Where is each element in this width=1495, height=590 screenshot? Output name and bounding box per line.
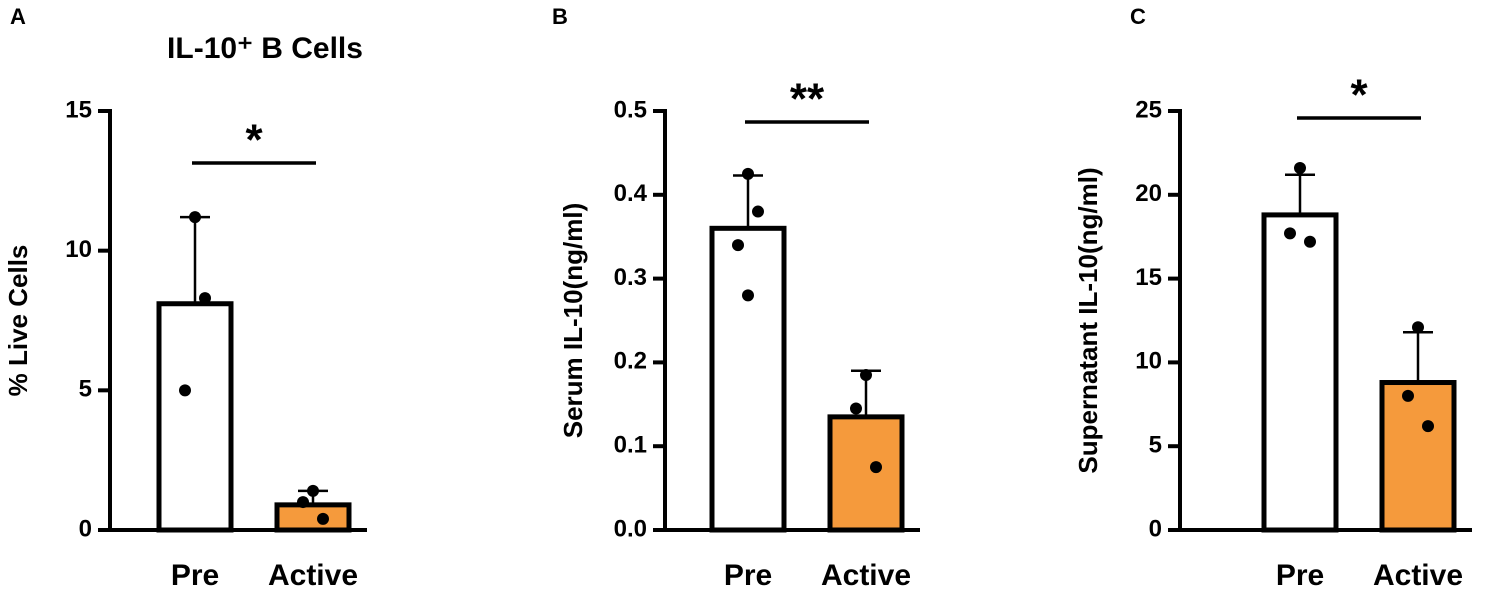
panel-label: A: [10, 4, 26, 29]
data-point: [860, 368, 872, 381]
y-tick-label: 0.1: [614, 432, 647, 459]
bar: [1379, 380, 1457, 533]
data-point: [297, 496, 309, 509]
significance-label: *: [1350, 71, 1368, 120]
y-tick-label: 10: [65, 236, 92, 263]
data-point: [742, 167, 754, 180]
data-point: [1304, 235, 1316, 248]
x-tick-label: Pre: [171, 559, 219, 590]
y-axis-label: % Live Cells: [3, 245, 33, 397]
y-tick-label: 5: [79, 376, 92, 403]
y-tick-label: 0.2: [614, 348, 647, 375]
y-axis-label: Serum IL-10(ng/ml): [558, 203, 588, 438]
x-tick-label: Active: [268, 559, 358, 590]
panel-label: C: [1130, 4, 1146, 29]
data-point: [752, 205, 764, 218]
bar: [274, 502, 352, 533]
data-point: [732, 239, 744, 252]
data-point: [742, 289, 754, 302]
data-point: [1284, 227, 1296, 240]
data-point: [307, 484, 319, 497]
x-tick-label: Pre: [1276, 559, 1324, 590]
data-point: [1294, 161, 1306, 174]
chart-title: IL-10⁺ B Cells: [167, 32, 363, 65]
bar: [827, 414, 905, 533]
x-tick-label: Pre: [724, 559, 772, 590]
bar: [1261, 212, 1339, 533]
data-point: [199, 292, 211, 305]
y-tick-label: 5: [1149, 432, 1162, 459]
y-tick-label: 15: [65, 96, 92, 123]
data-point: [870, 461, 882, 474]
y-axis-label: Supernatant IL-10(ng/ml): [1073, 167, 1103, 473]
significance-label: *: [245, 116, 263, 165]
data-point: [317, 512, 329, 525]
data-point: [179, 384, 191, 397]
y-tick-label: 0: [1149, 515, 1162, 542]
data-point: [189, 211, 201, 224]
y-tick-label: 0.0: [614, 515, 647, 542]
bar: [156, 301, 234, 533]
bar: [709, 225, 787, 533]
data-point: [1412, 321, 1424, 334]
y-tick-label: 0.5: [614, 96, 647, 123]
significance-label: **: [790, 75, 825, 124]
data-point: [1402, 389, 1414, 402]
x-tick-label: Active: [1373, 559, 1463, 590]
y-tick-label: 15: [1135, 264, 1162, 291]
y-tick-label: 10: [1135, 348, 1162, 375]
x-tick-label: Active: [821, 559, 911, 590]
y-tick-label: 20: [1135, 180, 1162, 207]
data-point: [1422, 420, 1434, 433]
data-point: [850, 402, 862, 415]
y-tick-label: 0.3: [614, 264, 647, 291]
y-tick-label: 0.4: [614, 180, 648, 207]
y-tick-label: 0: [79, 515, 92, 542]
y-tick-label: 25: [1135, 96, 1162, 123]
panel-label: B: [552, 4, 568, 29]
